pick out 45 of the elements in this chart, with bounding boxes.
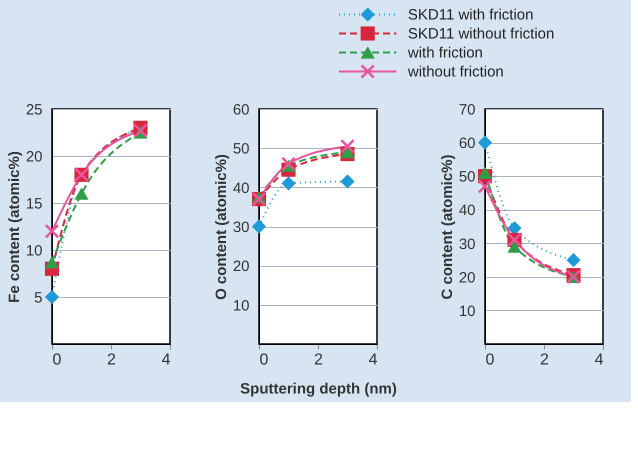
y-tick-label: 60 [458, 135, 476, 152]
point [44, 256, 60, 268]
x-tick-label: 0 [486, 352, 494, 368]
y-tick-label: 10 [458, 302, 476, 320]
y-tick-label: 50 [458, 168, 476, 186]
x-tick-label: 2 [540, 352, 550, 368]
y-tick-label: 60 [232, 102, 250, 118]
y-tick-label: 20 [26, 148, 42, 166]
x-tick-label: 4 [162, 352, 171, 368]
y-tick-label: 40 [232, 180, 250, 197]
x-tick-label: 2 [314, 352, 324, 368]
y-tick-label: 70 [458, 102, 476, 118]
point [478, 178, 492, 194]
y-tick-label: 10 [232, 297, 250, 314]
legend-label: without friction [406, 64, 504, 80]
y-tick-label: 30 [232, 219, 250, 236]
point [74, 187, 89, 200]
y-tick-label: 5 [34, 290, 42, 306]
y-axis-title: C content (atomic%) [438, 154, 456, 300]
y-axis-title: Fe content (atomic%) [6, 151, 23, 303]
y-tick-label: 50 [232, 140, 250, 158]
y-tick-label: 40 [458, 202, 476, 220]
point [566, 253, 581, 268]
legend-label: SKD11 with friction [408, 6, 534, 24]
point [133, 123, 148, 138]
x-tick-label: 2 [107, 352, 116, 368]
x-tick-label: 4 [368, 352, 378, 368]
point [44, 290, 60, 304]
x-tick-label: 0 [52, 352, 62, 368]
legend-label: with friction [406, 44, 483, 62]
point [507, 240, 522, 253]
point [44, 224, 60, 239]
legend-label: SKD11 without friction [408, 26, 554, 42]
point [478, 136, 492, 150]
y-axis-title: O content (atomic%) [212, 154, 230, 300]
x-axis-title: Sputtering depth (nm) [240, 380, 397, 398]
y-tick-label: 25 [26, 102, 42, 118]
y-tick-label: 20 [232, 258, 250, 276]
y-tick-label: 10 [26, 242, 42, 260]
x-tick-label: 0 [260, 352, 268, 368]
y-tick-label: 20 [458, 269, 476, 286]
point [478, 166, 492, 179]
y-tick-label: 30 [458, 236, 476, 253]
x-tick-label: 4 [594, 352, 604, 368]
y-tick-label: 15 [26, 196, 42, 212]
